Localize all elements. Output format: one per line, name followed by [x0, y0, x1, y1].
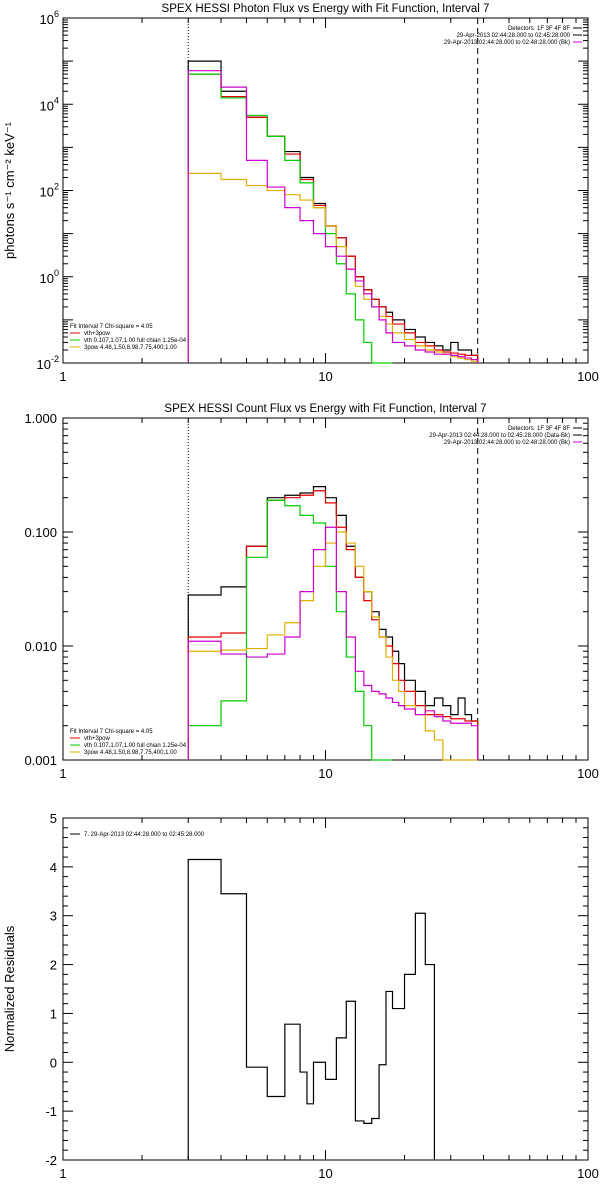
series-4-step-line	[187, 172, 479, 363]
series-5-step-line	[187, 526, 479, 760]
header-line-text: 29-Apr-2013 02:44:28.000 to 02:48:28.000…	[444, 40, 570, 46]
y-tick-label: 1	[50, 1006, 57, 1021]
x-tick-label: 1	[59, 369, 66, 384]
legend-entry: vth 0.107,1.07,1.00 full chian 1.25e-04	[84, 338, 187, 344]
y-tick-label: 4	[50, 860, 57, 875]
chart-title: SPEX HESSI Count Flux vs Energy with Fit…	[164, 403, 486, 415]
y-tick-label: 1.000	[24, 411, 57, 426]
header-line-text: Detectors: 1F 3F 4F 8F	[508, 426, 570, 432]
x-tick-label: 10	[318, 369, 332, 384]
plot-frame	[62, 17, 589, 364]
y-axis-label: Normalized Residuals	[2, 925, 17, 1052]
y-tick-label: 0	[50, 1055, 57, 1070]
chart-panel-1: SPEX HESSI Photon Flux vs Energy with Fi…	[2, 3, 599, 384]
y-tick-label: 0.010	[24, 639, 57, 654]
header-line-text: 29-Apr-2013 02:44:28.000 to 02:45:28.000	[457, 33, 571, 39]
header-line-text: 29-Apr-2013 02:44:28.000 to 02:48:28.000…	[444, 440, 570, 446]
legend-entry: 7. 29-Apr-2013 02:44:28.000 to 02:45:28.…	[84, 832, 205, 838]
y-tick-label: 104	[40, 95, 59, 113]
x-tick-label: 100	[577, 766, 599, 781]
x-tick-label: 10	[318, 766, 332, 781]
y-tick-label: 0.100	[24, 525, 57, 540]
chart-panel-3: 1 10 100 -2 -1 0 1 2 3 4 5 Normalized Residuals 7. 2…	[2, 811, 599, 1181]
legend-entry: Fit Interval 7 Chi-square = 4.05	[70, 729, 153, 735]
series-3-step-line	[187, 73, 393, 364]
series-1-step-line	[187, 60, 479, 363]
y-tick-label: 10-2	[37, 354, 59, 372]
series-3-step-line	[187, 499, 393, 761]
x-tick-label: 10	[318, 1166, 332, 1181]
legend-entry: 3pow 4.48,1.50,8.98,7.75,400,1.00	[84, 345, 177, 351]
plot-frame	[62, 417, 589, 761]
header-line-text: 29-Apr-2013 02:44:28.000 to 02:45:28.000…	[429, 433, 570, 439]
x-tick-label: 100	[577, 1166, 599, 1181]
residuals-step-line	[187, 858, 436, 1160]
y-tick-label: 2	[50, 958, 57, 973]
legend-entry: vth+3pow	[84, 736, 111, 742]
legend-entry: vth+3pow	[84, 331, 111, 337]
y-tick-label: 5	[50, 811, 57, 826]
y-tick-label: -2	[45, 1153, 57, 1168]
series-2-step-line	[187, 490, 479, 760]
chart-title: SPEX HESSI Photon Flux vs Energy with Fi…	[162, 3, 490, 15]
series-5-step-line	[187, 70, 479, 363]
x-tick-label: 100	[577, 369, 599, 384]
y-tick-label: 106	[40, 9, 59, 27]
x-tick-label: 1	[59, 1166, 66, 1181]
y-tick-label: 102	[40, 182, 59, 200]
legend-entry: Fit Interval 7 Chi-square = 4.05	[70, 324, 153, 330]
plot-frame	[62, 817, 589, 1161]
y-tick-label: -1	[45, 1104, 57, 1119]
header-line-text: Detectors: 1F 3F 4F 8F	[508, 26, 570, 32]
y-tick-label: 100	[40, 268, 59, 286]
x-tick-label: 1	[59, 766, 66, 781]
y-tick-label: 0.001	[24, 753, 57, 768]
chart-panel-2: SPEX HESSI Count Flux vs Energy with Fit…	[24, 403, 598, 781]
series-2-step-line	[187, 73, 479, 363]
legend-entry: 3pow 4.48,1.50,8.98,7.75,400,1.00	[84, 750, 177, 756]
y-tick-label: 3	[50, 909, 57, 924]
legend-entry: vth 0.107,1.07,1.00 full chian 1.25e-04	[84, 743, 187, 749]
series-4-step-line	[187, 531, 478, 761]
y-axis-label: photons s⁻¹ cm⁻² keV⁻¹	[2, 121, 17, 259]
